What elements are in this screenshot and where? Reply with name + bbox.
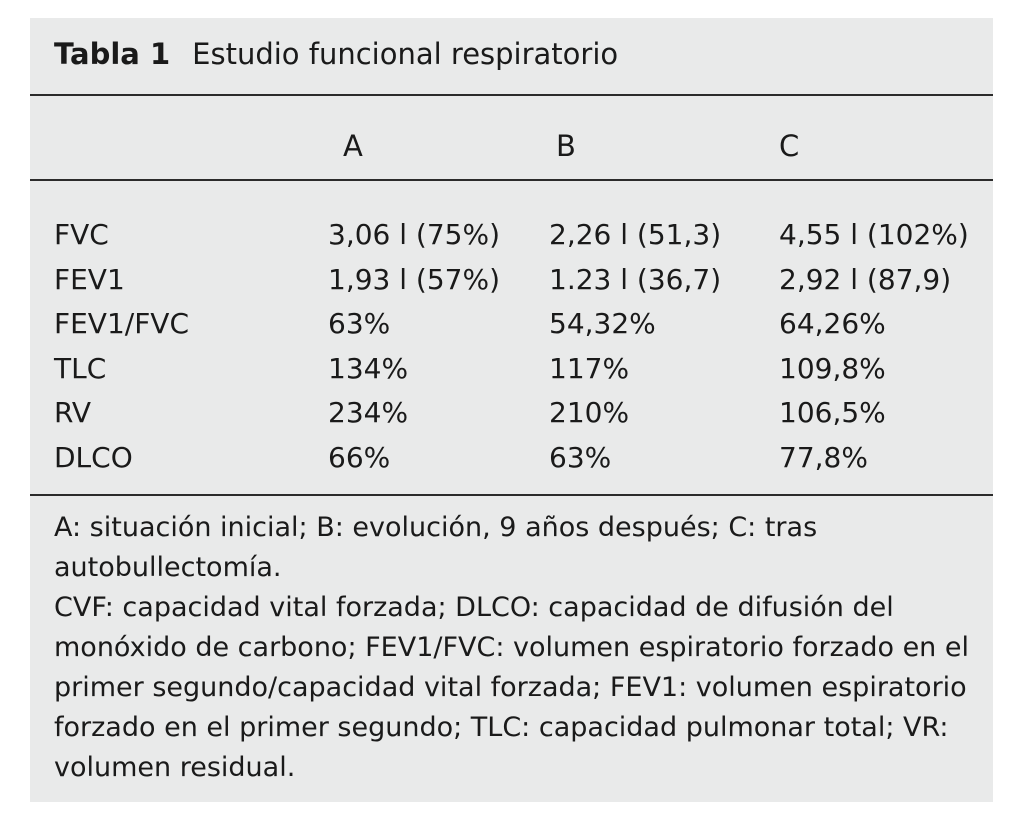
row-label: TLC	[54, 351, 107, 385]
cell-a: 134%	[328, 351, 409, 385]
cell-c: 64,26%	[779, 307, 886, 341]
table-label: Tabla 1	[54, 37, 171, 71]
row-label: FVC	[54, 218, 109, 251]
table-row: FEV1 1,93 l (57%) 1.23 l (36,7) 2,92 l (…	[30, 262, 993, 307]
bottom-rule	[30, 494, 993, 496]
cell-b: 117%	[549, 351, 630, 385]
cell-b: 2,26 l (51,3)	[549, 218, 722, 251]
column-header-a: A	[343, 129, 363, 163]
table-caption: Tabla 1 Estudio funcional respiratorio	[54, 34, 618, 74]
cell-b: 54,32%	[549, 307, 656, 341]
column-header-c: C	[779, 129, 800, 163]
table-title: Estudio funcional respiratorio	[192, 37, 619, 71]
footnote-abbreviations: CVF: capacidad vital forzada; DLCO: capa…	[54, 592, 969, 783]
row-label: FEV1/FVC	[54, 307, 190, 341]
cell-c: 4,55 l (102%)	[779, 218, 969, 251]
cell-c: 109,8%	[779, 351, 886, 385]
row-label: FEV1	[54, 262, 125, 296]
cell-a: 1,93 l (57%)	[328, 262, 501, 296]
cell-b: 63%	[549, 440, 612, 474]
cell-a: 3,06 l (75%)	[328, 218, 501, 251]
table-row: RV 234% 210% 106,5%	[30, 395, 993, 440]
table-row: DLCO 66% 63% 77,8%	[30, 440, 993, 485]
table-row: FEV1/FVC 63% 54,32% 64,26%	[30, 306, 993, 351]
cell-c: 2,92 l (87,9)	[779, 262, 952, 296]
cell-b: 1.23 l (36,7)	[549, 262, 722, 296]
row-label: RV	[54, 396, 92, 430]
table-row: TLC 134% 117% 109,8%	[30, 351, 993, 396]
cell-a: 63%	[328, 307, 391, 341]
cell-a: 66%	[328, 440, 391, 474]
cell-c: 77,8%	[779, 440, 868, 474]
cell-a: 234%	[328, 396, 409, 430]
table-body: FVC 3,06 l (75%) 2,26 l (51,3) 4,55 l (1…	[30, 217, 993, 485]
cell-c: 106,5%	[779, 396, 886, 430]
row-label: DLCO	[54, 440, 133, 474]
table-footnotes: A: situación inicial; B: evolución, 9 añ…	[54, 508, 974, 788]
cell-b: 210%	[549, 396, 630, 430]
header-rule	[30, 179, 993, 181]
table-row: FVC 3,06 l (75%) 2,26 l (51,3) 4,55 l (1…	[30, 217, 993, 262]
column-header-b: B	[556, 129, 576, 163]
top-rule	[30, 94, 993, 96]
table-panel: Tabla 1 Estudio funcional respiratorio A …	[30, 18, 993, 802]
footnote-legend: A: situación inicial; B: evolución, 9 añ…	[54, 512, 818, 583]
